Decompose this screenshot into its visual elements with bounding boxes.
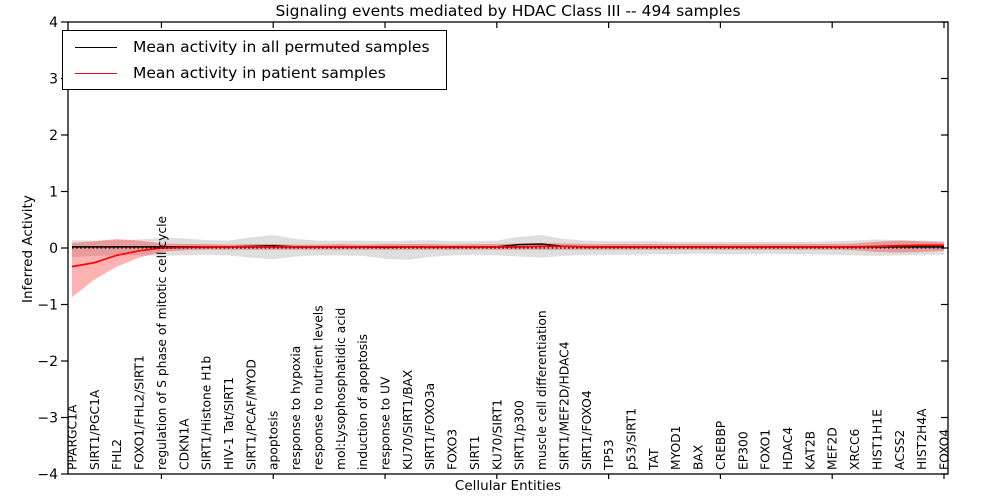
patient-band [72, 238, 944, 298]
x-category-label: HDAC4 [781, 427, 795, 470]
patient-mean-line [71, 244, 944, 268]
x-category-label: FOXO4 [938, 429, 952, 470]
x-category-label: SIRT1/FOXO4 [580, 390, 594, 470]
legend-label-patient: Mean activity in patient samples [133, 64, 386, 82]
x-category-label: FHL2 [110, 439, 124, 470]
x-category-label: regulation of S phase of mitotic cell cy… [155, 216, 169, 470]
x-category-label: BAX [692, 444, 706, 470]
chart-title: Signaling events mediated by HDAC Class … [275, 2, 741, 20]
x-category-label: SIRT1/Histone H1b [200, 356, 214, 470]
y-tick-label: 3 [49, 72, 58, 88]
y-tick-label: −3 [37, 411, 58, 427]
x-category-label: HIST2H4A [915, 408, 929, 470]
x-category-label: MEF2D [826, 427, 840, 470]
x-category-label: SIRT1/PCAF/MYOD [244, 359, 258, 470]
y-tick-label: −2 [37, 354, 58, 370]
legend: Mean activity in all permuted samples Me… [62, 30, 447, 90]
x-category-label: FOXO1 [759, 429, 773, 470]
x-category-label: ACSS2 [893, 430, 907, 470]
x-category-label: KU70/SIRT1 [490, 399, 504, 470]
legend-item-patient: Mean activity in patient samples [75, 64, 430, 82]
y-tick-label: 1 [49, 185, 58, 201]
y-tick-label: 4 [49, 15, 58, 31]
x-category-label: apoptosis [267, 411, 281, 470]
legend-line-red-icon [75, 72, 117, 74]
legend-label-permuted: Mean activity in all permuted samples [133, 38, 430, 56]
x-category-label: SIRT1 [468, 436, 482, 470]
x-axis-label: Cellular Entities [454, 478, 562, 494]
x-category-label: FOXO3 [446, 429, 460, 470]
x-category-label: SIRT1/p300 [513, 400, 527, 470]
x-category-label: XRCC6 [848, 428, 862, 470]
x-category-label: response to UV [379, 376, 393, 470]
x-category-label: FOXO1/FHL2/SIRT1 [133, 355, 147, 470]
x-category-label: HIV-1 Tat/SIRT1 [222, 377, 236, 470]
x-category-label: KAT2B [803, 431, 817, 470]
x-category-label: CDKN1A [177, 418, 191, 470]
x-category-label: HIST1H1E [870, 409, 884, 470]
x-category-label: EP300 [736, 431, 750, 470]
x-category-label: SIRT1/PGC1A [88, 389, 102, 470]
x-category-label: SIRT1/MEF2D/HDAC4 [557, 341, 571, 470]
x-category-label: p53/SIRT1 [624, 408, 638, 470]
x-category-label: SIRT1/FOXO3a [423, 383, 437, 470]
x-category-label: MYOD1 [669, 426, 683, 470]
x-category-label: muscle cell differentiation [535, 310, 549, 470]
legend-item-permuted: Mean activity in all permuted samples [75, 38, 430, 56]
x-category-label: TP53 [602, 439, 616, 471]
y-tick-label: 2 [49, 128, 58, 144]
x-category-label: mol:Lysophosphatidic acid [334, 308, 348, 470]
x-category-label: response to hypoxia [289, 346, 303, 470]
y-axis-label: Inferred Activity [20, 195, 36, 303]
x-category-label: TAT [647, 448, 661, 471]
legend-line-black-icon [75, 46, 117, 48]
x-category-label: KU70/SIRT1/BAX [401, 369, 415, 470]
x-category-label: response to nutrient levels [311, 305, 325, 470]
y-tick-label: −4 [37, 467, 58, 483]
x-category-label: PPARGC1A [66, 404, 80, 470]
y-tick-label: 0 [49, 241, 58, 257]
y-tick-label: −1 [37, 298, 58, 314]
x-category-label: CREBBP [714, 421, 728, 470]
x-category-label: induction of apoptosis [356, 334, 370, 470]
